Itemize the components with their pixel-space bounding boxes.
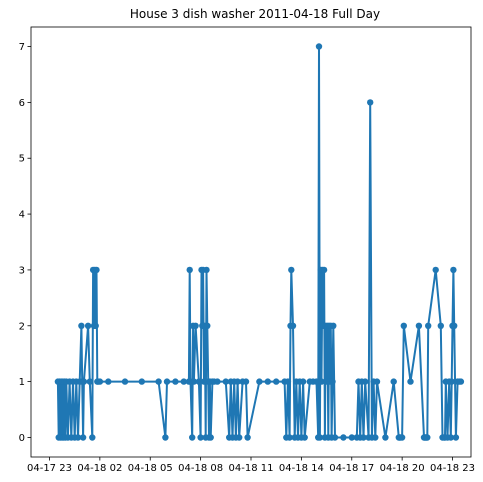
data-point <box>400 322 407 329</box>
data-point <box>197 434 204 441</box>
data-point <box>162 434 169 441</box>
plot-frame <box>30 26 472 458</box>
data-point <box>315 43 323 50</box>
data-point <box>204 322 211 329</box>
data-point <box>407 378 414 385</box>
data-point <box>415 322 423 329</box>
data-point <box>163 378 171 385</box>
data-point <box>448 378 455 385</box>
x-tick-label: 04-18 20 <box>380 463 425 474</box>
data-point <box>74 434 82 441</box>
data-point <box>320 266 328 274</box>
data-point <box>313 378 320 385</box>
x-tick-label: 04-18 08 <box>178 463 223 474</box>
data-point <box>424 434 431 441</box>
y-tick-label: 7 <box>19 42 25 53</box>
data-point <box>92 322 99 329</box>
y-tick-label: 0 <box>19 433 25 444</box>
y-tick-label: 2 <box>19 321 25 332</box>
data-point <box>432 266 439 274</box>
data-point <box>203 266 210 274</box>
data-point <box>96 378 104 385</box>
data-point <box>256 378 263 385</box>
data-point <box>330 322 337 329</box>
data-point <box>195 378 203 385</box>
data-point <box>286 434 293 441</box>
data-point <box>180 378 187 385</box>
y-tick-label: 5 <box>19 154 25 165</box>
chart-title: House 3 dish washer 2011-04-18 Full Day <box>130 7 380 21</box>
data-point <box>437 322 444 329</box>
x-tick-label: 04-18 11 <box>229 463 274 474</box>
data-point <box>450 266 457 274</box>
y-tick-label: 4 <box>19 210 25 221</box>
data-point <box>86 378 94 385</box>
data-point <box>340 434 347 441</box>
data-point <box>425 322 432 329</box>
data-point <box>79 434 87 441</box>
axes: 0 1 2 3 4 5 6 7 04-17 23 04-18 02 04-18 05 04-18 08… <box>19 26 475 474</box>
x-tick-label: 04-18 23 <box>430 463 475 474</box>
data-point <box>78 322 85 329</box>
data-point <box>318 378 325 385</box>
data-point <box>121 378 129 385</box>
data-point <box>451 322 458 329</box>
data-point <box>398 434 406 441</box>
data-point <box>299 378 307 385</box>
data-point <box>138 378 145 385</box>
data-point <box>348 434 355 441</box>
data-point <box>189 434 196 441</box>
data-point <box>452 434 460 441</box>
data-point <box>382 434 389 441</box>
y-tick-label: 3 <box>19 265 25 276</box>
data-point <box>93 266 100 274</box>
y-tick-label: 6 <box>19 98 25 109</box>
data-point <box>105 378 112 385</box>
x-tick-label: 04-18 14 <box>279 463 324 474</box>
data-point <box>360 434 367 441</box>
data-point <box>373 378 381 385</box>
data-point <box>367 99 374 106</box>
x-tick-label: 04-17 23 <box>27 463 72 474</box>
data-point <box>80 378 88 385</box>
data-point <box>89 434 96 441</box>
data-point <box>214 378 221 385</box>
data-point <box>84 322 92 329</box>
data-point <box>372 434 379 441</box>
y-tick-label: 1 <box>19 377 25 388</box>
data-point <box>273 378 280 385</box>
data-point <box>242 378 250 385</box>
data-point <box>207 434 214 441</box>
data-point <box>155 378 162 385</box>
data-point <box>172 378 179 385</box>
data-point <box>329 378 336 385</box>
data-point <box>289 322 297 329</box>
data-point <box>222 378 229 385</box>
data-point <box>316 434 324 441</box>
x-tick-label: 04-18 17 <box>329 463 374 474</box>
data-point <box>234 378 241 385</box>
data-point <box>331 434 339 441</box>
data-point <box>284 378 292 385</box>
data-point <box>390 378 397 385</box>
data-point <box>264 378 271 385</box>
data-point <box>447 434 454 441</box>
x-tick-label: 04-18 02 <box>77 463 122 474</box>
plot-area <box>54 43 465 441</box>
x-tick-label: 04-18 05 <box>128 463 173 474</box>
data-point <box>186 266 193 274</box>
data-point <box>192 322 199 329</box>
data-point <box>244 434 251 441</box>
data-point <box>301 434 308 441</box>
data-point <box>288 266 295 274</box>
data-point <box>190 378 198 385</box>
data-point <box>457 378 465 385</box>
data-point <box>236 434 243 441</box>
data-point <box>362 378 369 385</box>
